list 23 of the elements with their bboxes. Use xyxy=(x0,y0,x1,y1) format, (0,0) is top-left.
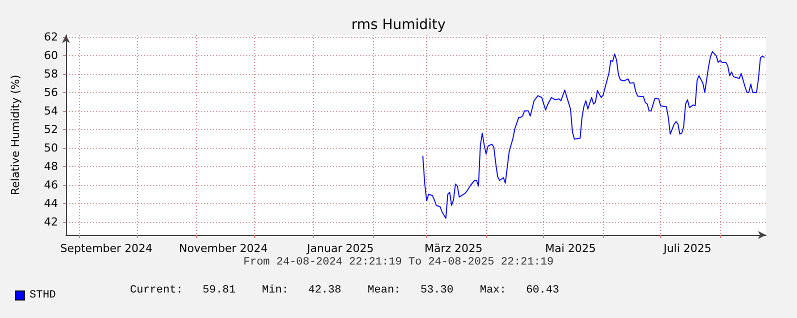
x-tick-label: Juli 2025 xyxy=(662,242,712,255)
y-tick-label: 46 xyxy=(44,178,58,192)
y-tick-label: 42 xyxy=(44,216,58,229)
y-tick-label: 60 xyxy=(44,48,58,62)
y-tick-label: 48 xyxy=(44,160,58,173)
legend-label: STHD xyxy=(30,290,56,302)
y-axis-title: Relative Humidity (%) xyxy=(9,74,22,196)
text: Current: 59.81 Min: 42.38 Mean: 53.30 Max: 60.43 xyxy=(130,284,560,296)
y-tick-label: 52 xyxy=(44,122,58,136)
chart-title: rms Humidity xyxy=(351,17,446,33)
x-tick-label: März 2025 xyxy=(424,242,483,255)
y-tick-label: 62 xyxy=(44,30,58,44)
x-tick-label: Januar 2025 xyxy=(306,242,374,255)
x-tick-label: November 2024 xyxy=(179,242,268,255)
x-axis-title: From 24-08-2024 22:21:19 To 24-08-2025 22:21:19 xyxy=(243,256,554,268)
y-tick-label: 58 xyxy=(44,67,58,80)
y-tick-label: 56 xyxy=(44,86,58,99)
x-tick-label: Mai 2025 xyxy=(545,242,596,255)
y-tick-label: 44 xyxy=(44,197,58,210)
y-tick-label: 50 xyxy=(44,141,58,154)
x-tick-label: September 2024 xyxy=(60,242,153,255)
y-tick-label: 54 xyxy=(44,104,58,118)
line-series xyxy=(422,51,765,219)
